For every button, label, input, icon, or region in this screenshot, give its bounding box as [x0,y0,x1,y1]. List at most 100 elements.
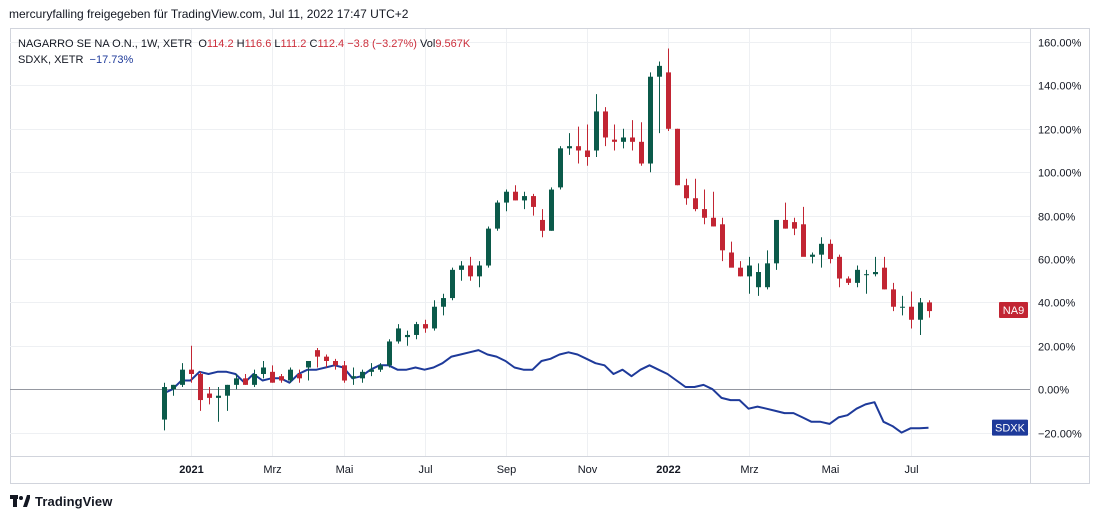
candle [387,339,392,368]
legend-open-label: O [198,38,207,50]
grid-layer [10,29,1030,456]
candle-layer [162,48,932,431]
candle-body [558,148,563,188]
candle-body [333,360,338,366]
candle-body [189,369,194,375]
candle [243,374,248,385]
candle [756,263,761,296]
candle [468,256,473,281]
candle-body [891,289,896,307]
candle-body [927,302,932,312]
candle-body [351,376,356,379]
candle-body [414,324,419,335]
candle-body [243,378,248,385]
candle [801,206,806,257]
y-tick-label: 160.00% [1038,38,1082,50]
candle-body [441,298,446,307]
candle [333,358,338,370]
candle [693,178,698,212]
candle [891,282,896,312]
candle [414,321,419,340]
candle-body [792,222,797,229]
candle [198,371,203,411]
candle-body [234,378,239,385]
candle-body [486,228,491,266]
candle [918,298,923,335]
badge-na9-label: NA9 [1003,305,1024,317]
candle-body [585,150,590,158]
candle-body [747,265,752,277]
chart-frame[interactable] [10,28,1090,484]
candle-body [774,219,779,264]
candle [288,367,293,383]
candle [792,217,797,236]
candle-body [342,365,347,381]
candle [351,367,356,385]
candle-body [657,65,662,77]
tradingview-logo-icon[interactable] [10,494,30,508]
candle-body [567,146,572,149]
candle-body [846,278,851,283]
candle [549,187,554,231]
candle [855,265,860,288]
x-tick-label: 2022 [656,464,680,476]
candle [396,324,401,344]
legend-compare-name: SDXK, XETR [18,54,84,66]
candle [171,384,176,396]
candle-body [900,306,905,308]
candle [702,189,707,225]
y-tick-label: 120.00% [1038,125,1082,137]
y-tick-label: 100.00% [1038,168,1082,180]
candle [225,384,230,411]
candle-body [387,341,392,366]
candle [495,200,500,231]
candle [180,363,185,388]
candle-body [297,374,302,379]
candle [216,387,221,422]
candle-body [666,72,671,129]
candle [630,120,635,151]
candle [882,256,887,290]
candle [585,124,590,166]
candle [747,256,752,294]
candle-body [639,141,644,164]
candle-body [288,369,293,381]
footer-brand[interactable]: TradingView [35,493,113,509]
candle-body [738,267,743,277]
legend-main-name: NAGARRO SE NA O.N., 1W, XETR [18,38,193,50]
legend-change: −3.8 (−3.27%) [347,38,417,50]
candle-body [522,196,527,201]
chart-header: mercuryfalling freigegeben für TradingVi… [9,7,409,21]
candle [297,369,302,383]
candle [315,347,320,368]
x-tick-label: Mai [822,464,840,476]
candle-body [918,302,923,320]
candle-body [693,198,698,210]
legend-low-label: L [274,38,281,50]
candle [603,107,608,147]
candle-body [630,137,635,142]
candle-body [594,111,599,151]
candle-body [531,196,536,207]
badge-na9-bg [999,301,1028,318]
candle [729,241,734,268]
candle [252,369,257,388]
candle [864,269,869,294]
legend-main-row[interactable]: NAGARRO SE NA O.N., 1W, XETR O114.2 H116… [18,36,470,52]
candle-body [504,191,509,203]
candle [576,126,581,164]
compare-line-layer [163,349,929,434]
price-badge-layer: NA9 SDXK [992,301,1028,436]
candle [675,128,680,186]
candle-body [369,369,374,372]
candle-body [225,384,230,396]
candle [558,146,563,190]
y-tick-label: 60.00% [1038,255,1076,267]
candle-body [324,356,329,361]
legend-compare-row[interactable]: SDXK, XETR −17.73% [18,52,470,68]
candle-body [855,269,860,283]
candle [621,128,626,149]
candle [234,374,239,390]
candle [810,252,815,264]
